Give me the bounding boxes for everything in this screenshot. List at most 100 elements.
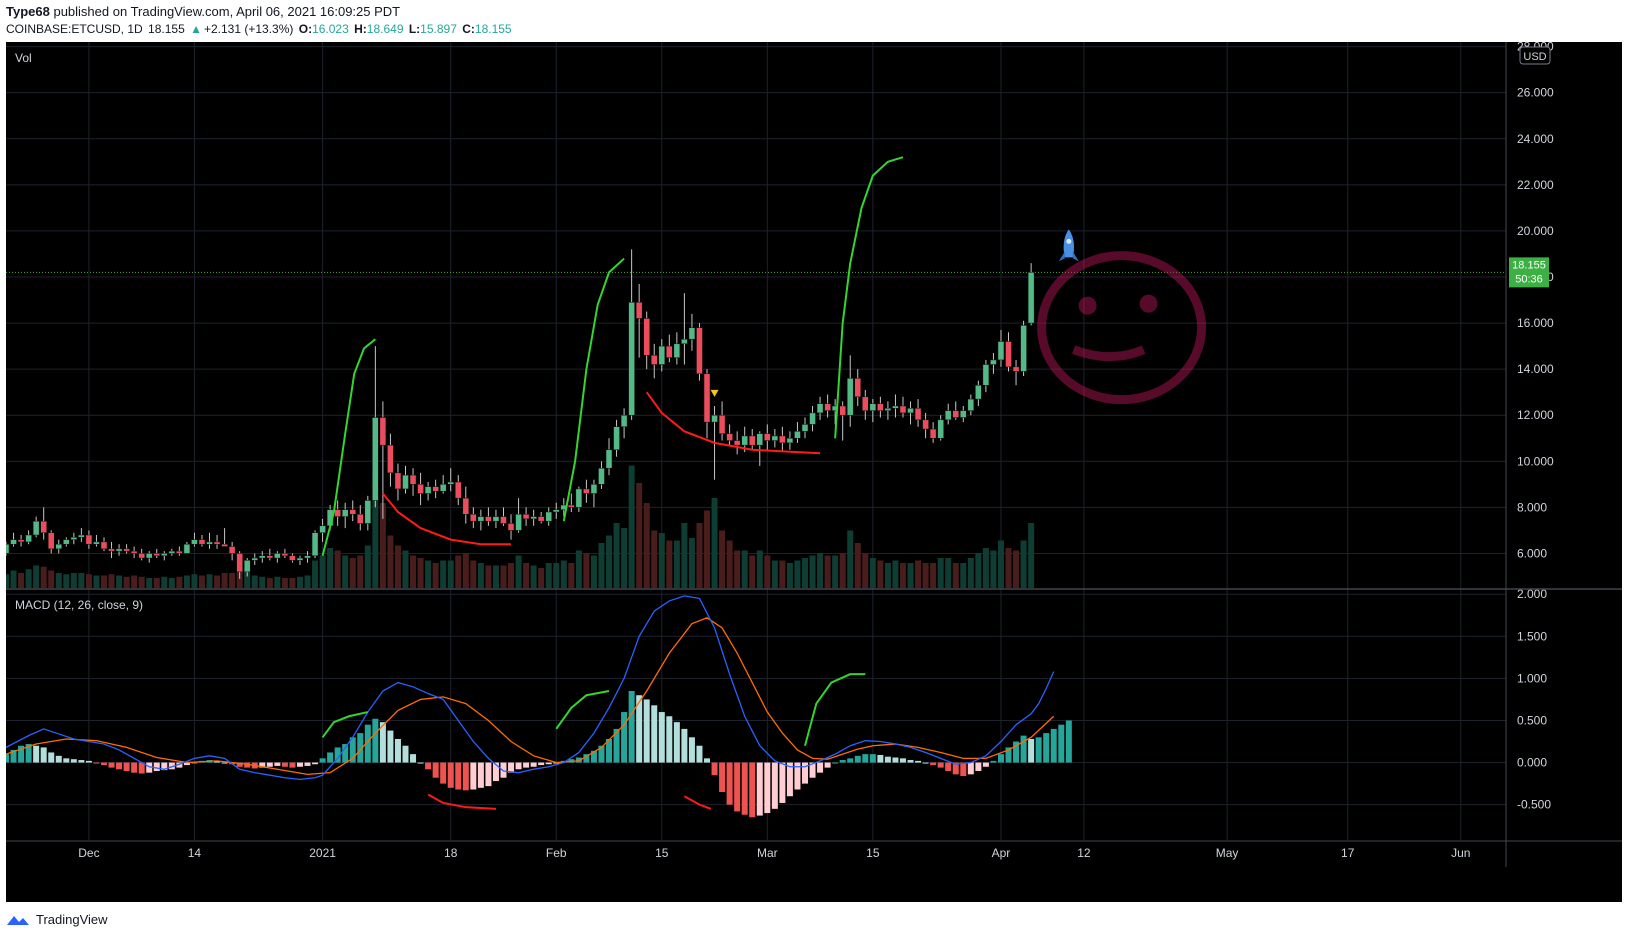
candle[interactable]	[17, 535, 25, 547]
candle[interactable]	[515, 498, 522, 533]
candle[interactable]	[357, 505, 364, 531]
candle[interactable]	[477, 509, 485, 531]
candle[interactable]	[952, 401, 959, 420]
candle[interactable]	[198, 535, 206, 547]
candle[interactable]	[824, 394, 831, 418]
candle[interactable]	[281, 548, 289, 559]
candle[interactable]	[78, 528, 85, 542]
candle[interactable]	[485, 507, 492, 526]
candle[interactable]	[236, 551, 243, 579]
candle[interactable]	[1027, 263, 1035, 326]
candle[interactable]	[251, 553, 258, 565]
candle[interactable]	[500, 507, 507, 526]
candles[interactable]	[2, 249, 1035, 579]
candle[interactable]	[25, 530, 32, 545]
candle[interactable]	[884, 401, 892, 420]
candle[interactable]	[545, 507, 552, 526]
candle[interactable]	[168, 548, 176, 556]
author-name[interactable]: Type68	[6, 4, 50, 19]
candle[interactable]	[892, 394, 899, 418]
candle[interactable]	[123, 544, 130, 554]
candle[interactable]	[176, 546, 183, 556]
candle[interactable]	[553, 502, 560, 519]
candle[interactable]	[70, 532, 78, 545]
candle[interactable]	[703, 369, 711, 439]
candle[interactable]	[537, 511, 545, 524]
candle[interactable]	[507, 514, 515, 540]
candle[interactable]	[696, 323, 703, 381]
candle[interactable]	[1020, 320, 1027, 377]
candle[interactable]	[349, 500, 356, 522]
candle[interactable]	[63, 537, 70, 547]
macd-pane[interactable]	[3, 595, 1072, 818]
candle[interactable]	[605, 438, 613, 476]
candle[interactable]	[831, 399, 839, 425]
candle[interactable]	[266, 548, 274, 561]
candle[interactable]	[32, 516, 40, 538]
candle[interactable]	[153, 548, 161, 559]
candle[interactable]	[1012, 359, 1020, 386]
candle[interactable]	[432, 479, 439, 499]
candle[interactable]	[447, 468, 454, 492]
candle[interactable]	[839, 401, 846, 441]
candle[interactable]	[967, 394, 975, 416]
candle[interactable]	[862, 389, 869, 420]
candle[interactable]	[718, 401, 726, 441]
candle[interactable]	[108, 541, 115, 559]
tradingview-logo-icon[interactable]	[6, 913, 30, 927]
candle[interactable]	[394, 463, 402, 501]
candle[interactable]	[922, 412, 929, 439]
candle[interactable]	[274, 551, 281, 563]
candle[interactable]	[899, 396, 907, 418]
candle[interactable]	[982, 359, 990, 393]
candle[interactable]	[145, 551, 153, 563]
candle[interactable]	[55, 539, 63, 554]
candle[interactable]	[620, 408, 628, 439]
currency-badge[interactable]: USD	[1519, 46, 1551, 65]
candle[interactable]	[341, 502, 349, 529]
candle[interactable]	[937, 415, 944, 441]
candle[interactable]	[756, 431, 764, 466]
candle[interactable]	[990, 353, 997, 374]
candle[interactable]	[100, 537, 108, 552]
candle[interactable]	[869, 399, 877, 423]
candle[interactable]	[402, 465, 409, 494]
candle[interactable]	[583, 479, 590, 503]
candle[interactable]	[854, 369, 862, 406]
candle[interactable]	[779, 426, 786, 453]
candle[interactable]	[801, 417, 809, 439]
candle[interactable]	[764, 424, 771, 450]
candle[interactable]	[289, 553, 296, 563]
candle[interactable]	[183, 541, 191, 554]
candle[interactable]	[575, 486, 583, 512]
candle[interactable]	[455, 475, 462, 506]
candle[interactable]	[243, 558, 251, 577]
candle[interactable]	[221, 528, 228, 547]
candle[interactable]	[771, 429, 779, 448]
candle[interactable]	[688, 313, 696, 351]
candle[interactable]	[334, 500, 341, 526]
candle[interactable]	[643, 311, 650, 370]
candle[interactable]	[628, 249, 635, 420]
candle[interactable]	[522, 507, 530, 526]
candle[interactable]	[786, 431, 794, 450]
candle[interactable]	[590, 479, 598, 508]
footer-brand[interactable]: TradingView	[36, 912, 108, 927]
candle[interactable]	[944, 403, 952, 425]
candle[interactable]	[213, 535, 221, 549]
chart-svg[interactable]: Dec 14 2021 18 Feb 15 Mar 15 Apr 12 May 17 Jun 6.000 8…	[2, 40, 1622, 902]
candle[interactable]	[319, 518, 326, 542]
candle[interactable]	[439, 475, 447, 494]
candle[interactable]	[816, 396, 824, 420]
candle[interactable]	[598, 461, 605, 489]
candle[interactable]	[568, 493, 575, 512]
candle[interactable]	[387, 433, 394, 487]
candle[interactable]	[2, 541, 10, 556]
candle[interactable]	[424, 482, 432, 501]
candle[interactable]	[470, 507, 477, 529]
candle[interactable]	[794, 422, 801, 443]
candle[interactable]	[10, 532, 17, 547]
candle[interactable]	[673, 332, 681, 365]
candle[interactable]	[530, 509, 537, 526]
candle[interactable]	[364, 495, 372, 531]
